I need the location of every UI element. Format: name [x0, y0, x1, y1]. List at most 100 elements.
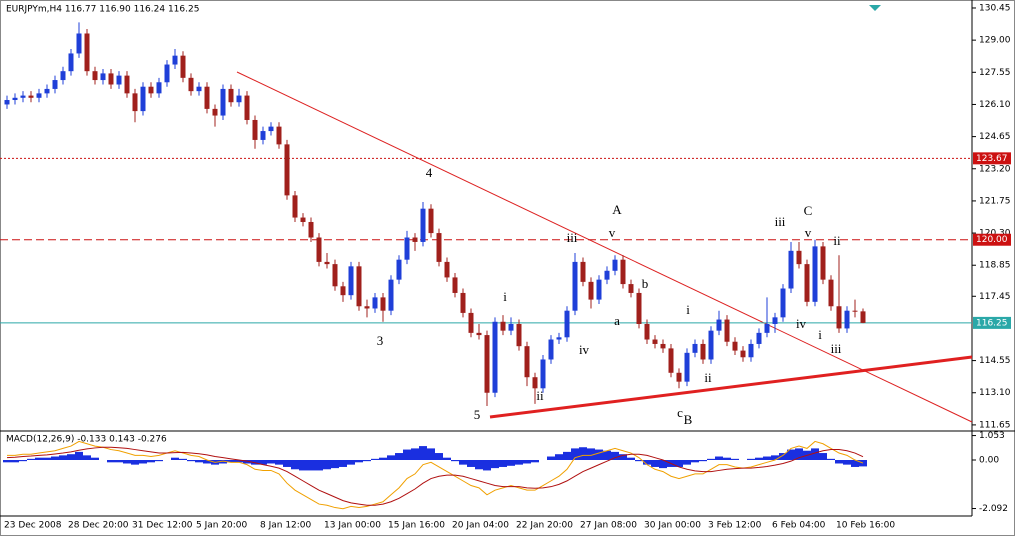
macd-main-line: [7, 440, 864, 510]
macd-histogram-bar: [131, 460, 139, 465]
candle-body: [652, 339, 658, 344]
macd-histogram-bar: [571, 448, 579, 460]
macd-title: MACD(12,26,9) -0.133 0.143 -0.276: [6, 435, 167, 445]
macd-histogram-bar: [627, 457, 635, 460]
wave-label: i: [503, 289, 507, 304]
macd-histogram-bar: [827, 458, 835, 460]
candle-body: [828, 279, 834, 307]
candle-body: [636, 292, 642, 324]
macd-histogram-bar: [283, 460, 291, 467]
candle-body: [268, 126, 274, 132]
candle-body: [836, 306, 842, 329]
macd-histogram-bar: [171, 457, 179, 460]
candle-body: [348, 266, 354, 296]
candle-body: [820, 246, 826, 280]
candle-body: [852, 310, 858, 312]
candle-body: [60, 71, 66, 81]
macd-histogram-bar: [843, 460, 851, 465]
macd-histogram-bar: [779, 453, 787, 460]
candle-body: [604, 270, 610, 280]
macd-histogram-bar: [467, 460, 475, 467]
candle-body: [444, 261, 450, 278]
wave-label: 5: [474, 407, 481, 422]
macd-histogram-bar: [603, 450, 611, 460]
macd-histogram-bar: [611, 451, 619, 460]
candle-body: [740, 350, 746, 358]
macd-histogram-bar: [59, 455, 67, 460]
candle-body: [228, 88, 234, 103]
candle-body: [244, 95, 250, 120]
candle-body: [124, 75, 130, 94]
candle-body: [108, 73, 114, 85]
macd-histogram-bar: [235, 460, 243, 463]
x-tick-label: 8 Jan 12:00: [260, 521, 312, 531]
candle-body: [252, 119, 258, 140]
candle-body: [84, 33, 90, 72]
candle-body: [420, 208, 426, 242]
macd-signal-line: [6, 446, 864, 506]
candle-body: [508, 323, 514, 331]
candle-body: [516, 323, 522, 347]
y-tick-label: 129.00: [979, 36, 1011, 46]
candle-body: [716, 319, 722, 331]
macd-histogram-bar: [355, 460, 363, 463]
candle-body: [140, 86, 146, 112]
macd-histogram-bar: [123, 460, 131, 464]
macd-histogram-bar: [771, 455, 779, 460]
macd-histogram-bar: [587, 448, 595, 460]
macd-histogram-bar: [507, 460, 515, 466]
macd-histogram-bar: [259, 460, 267, 465]
macd-histogram-bar: [835, 460, 843, 464]
candle-body: [588, 281, 594, 300]
candle-body: [20, 95, 26, 98]
macd-histogram-bar: [555, 454, 563, 460]
x-tick-label: 13 Jan 00:00: [324, 521, 381, 531]
candle-body: [132, 93, 138, 112]
x-tick-label: 27 Jan 08:00: [580, 521, 637, 531]
candle-body: [196, 86, 202, 92]
candle-body: [812, 246, 818, 302]
wave-label: iv: [579, 342, 590, 357]
macd-histogram-bar: [187, 460, 195, 462]
macd-histogram-bar: [11, 460, 19, 463]
wave-label: B: [684, 412, 693, 427]
candle-body: [780, 288, 786, 318]
macd-histogram-bar: [435, 453, 443, 460]
y-tick-label: 124.65: [979, 132, 1011, 142]
x-tick-label: 20 Jan 04:00: [452, 521, 509, 531]
macd-histogram-bar: [403, 449, 411, 460]
candle-body: [284, 144, 290, 196]
macd-histogram-bar: [411, 448, 419, 460]
y-tick-label: 1.053: [979, 431, 1005, 441]
x-tick-label: 3 Feb 12:00: [708, 521, 762, 531]
candle-body: [308, 221, 314, 238]
macd-histogram-bar: [419, 446, 427, 460]
macd-histogram-bar: [339, 460, 347, 467]
candle-body: [572, 261, 578, 311]
macd-histogram-bar: [219, 460, 227, 464]
wave-label: v: [609, 225, 616, 240]
candle-body: [860, 311, 866, 323]
candle-body: [532, 377, 538, 389]
wave-label: i: [818, 327, 822, 342]
macd-histogram-bar: [579, 447, 587, 460]
y-tick-label: 118.85: [979, 261, 1011, 271]
macd-histogram-bar: [811, 448, 819, 460]
macd-histogram-bar: [203, 460, 211, 464]
x-tick-label: 31 Dec 12:00: [132, 521, 193, 531]
macd-histogram-bar: [243, 460, 251, 464]
candle-body: [28, 95, 34, 98]
level-label: 123.67: [976, 154, 1008, 164]
y-tick-label: 127.55: [979, 68, 1011, 78]
candle-body: [356, 266, 362, 307]
y-tick-label: 126.10: [979, 100, 1011, 110]
wave-label: iv: [796, 316, 807, 331]
macd-histogram-bar: [683, 460, 691, 465]
candle-body: [692, 343, 698, 353]
macd-histogram-bar: [443, 457, 451, 460]
macd-histogram-bar: [139, 460, 147, 464]
macd-histogram-bar: [371, 458, 379, 460]
candle-body: [36, 93, 42, 98]
macd-histogram-bar: [643, 460, 651, 465]
